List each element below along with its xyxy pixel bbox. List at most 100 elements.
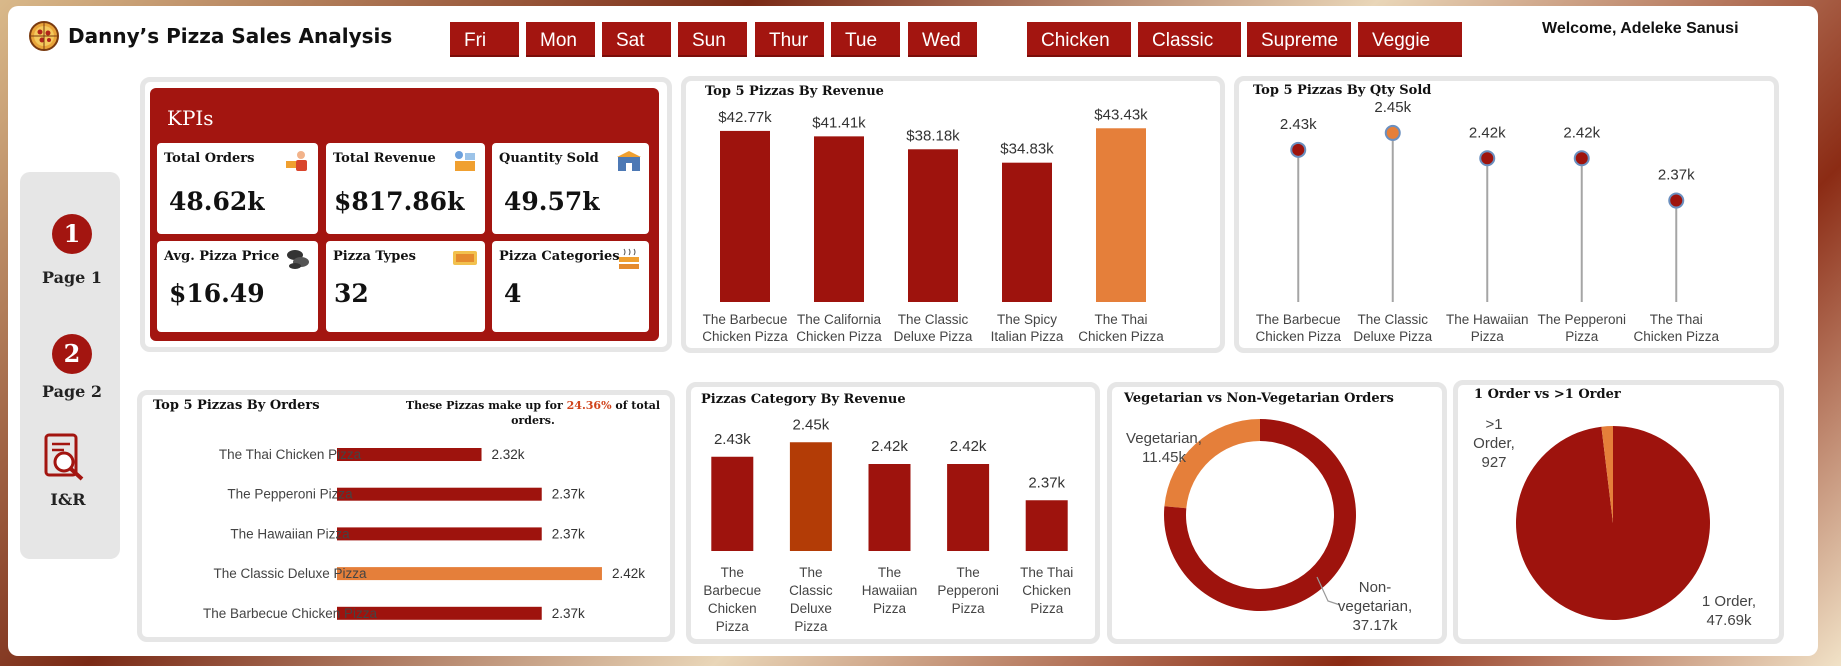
revenue-category-label: The Barbecue Chicken Pizza xyxy=(702,312,788,344)
order-count-pie-chart: >1 Order, 927 1 Order, 47.69k xyxy=(1473,416,1756,629)
revenue-chart-title: Top 5 Pizzas By Revenue xyxy=(705,84,884,99)
revenue-bar xyxy=(720,130,770,302)
orders-category-label: The Barbecue Chicken Pizza xyxy=(203,606,378,621)
veg-label-vegetarian: Vegetarian, 11.45k xyxy=(1126,430,1202,466)
kpi-pizza-types: Pizza Types 32 xyxy=(326,241,485,332)
orders-bar xyxy=(337,527,542,541)
page-title: Danny’s Pizza Sales Analysis xyxy=(68,24,393,48)
orders-category-label: The Classic Deluxe Pizza xyxy=(213,566,367,581)
category-bar xyxy=(789,442,832,551)
qty-data-label: 2.43k xyxy=(1280,116,1317,133)
orders-data-label: 2.37k xyxy=(552,606,585,621)
qty-data-label: 2.45k xyxy=(1374,100,1411,116)
slicer-day-sat[interactable]: Sat xyxy=(602,22,671,57)
kpi-value: 48.62k xyxy=(169,187,265,216)
slicer-category-chicken[interactable]: Chicken xyxy=(1027,22,1131,57)
kpi-label: Quantity Sold xyxy=(499,151,599,166)
revenue-category-label: The Spicy Italian Pizza xyxy=(991,312,1064,344)
category-data-label: 2.43k xyxy=(714,431,751,448)
coins-icon xyxy=(287,250,309,269)
slicer-day-fri[interactable]: Fri xyxy=(450,22,519,57)
kpi-heading: KPIs xyxy=(167,106,214,130)
slicer-day-mon[interactable]: Mon xyxy=(526,22,595,57)
qty-point xyxy=(1573,150,1590,167)
orders-note-prefix: These Pizzas make up for xyxy=(405,399,567,412)
page1-label[interactable]: Page 1 xyxy=(41,268,103,287)
order-label-one: 1 Order, 47.69k xyxy=(1702,593,1756,629)
orders-data-label: 2.37k xyxy=(552,487,585,502)
revenue-bar-chart: $42.77k The Barbecue Chicken Pizza $41.41k T… xyxy=(702,106,1164,344)
orders-data-label: 2.42k xyxy=(612,566,645,581)
veg-label-nonvegetarian: Non-vegetarian, 37.17k xyxy=(1338,579,1412,634)
qty-data-label: 2.42k xyxy=(1563,124,1600,141)
pizza-box-icon xyxy=(453,251,477,265)
qty-lollipop-chart: 2.43k The Barbecue Chicken Pizza 2.45k The C… xyxy=(1255,100,1719,344)
qty-category-label: The Pepperoni Pizza xyxy=(1537,312,1626,344)
orders-horizontal-bar-chart: 2.32k The Thai Chicken Pizza 2.37k The Pepp… xyxy=(203,447,645,621)
orders-data-label: 2.37k xyxy=(552,526,585,541)
delivery-person-icon xyxy=(286,151,307,171)
slicer-category-classic[interactable]: Classic xyxy=(1138,22,1241,57)
category-category-label: The Classic Deluxe Pizza xyxy=(789,565,833,634)
veg-chart-title: Vegetarian vs Non-Vegetarian Orders xyxy=(1124,391,1394,406)
qty-category-label: The Hawaiian Pizza xyxy=(1446,312,1529,344)
orders-note: These Pizzas make up for 24.36% of total… xyxy=(400,398,666,428)
category-data-label: 2.45k xyxy=(793,416,830,433)
veg-donut-chart: Vegetarian, 11.45k Non-vegetarian, 37.17k xyxy=(1126,419,1412,634)
slicer-category-veggie[interactable]: Veggie xyxy=(1358,22,1462,57)
orders-note-suffix: of total xyxy=(611,399,661,412)
revenue-bar xyxy=(1096,128,1146,302)
category-bar-chart: 2.43k The Barbecue Chicken Pizza 2.45k The Clas… xyxy=(703,416,1073,634)
qty-category-label: The Barbecue Chicken Pizza xyxy=(1255,312,1341,344)
qty-point xyxy=(1668,192,1685,209)
qty-point xyxy=(1384,124,1401,141)
page1-button[interactable]: 1 xyxy=(52,214,92,254)
page2-label[interactable]: Page 2 xyxy=(41,382,103,401)
revenue-data-label: $38.18k xyxy=(906,127,960,144)
orders-note-percent: 24.36% xyxy=(566,399,612,412)
orders-category-label: The Hawaiian Pizza xyxy=(230,526,350,541)
orders-chart-title: Top 5 Pizzas By Orders xyxy=(153,398,320,413)
revenue-bar xyxy=(814,136,864,302)
revenue-category-label: The California Chicken Pizza xyxy=(796,312,882,344)
qty-chart-card xyxy=(1234,76,1779,353)
report-search-icon[interactable] xyxy=(40,432,88,482)
revenue-category-label: The Thai Chicken Pizza xyxy=(1078,312,1164,344)
slicer-category-supreme[interactable]: Supreme xyxy=(1247,22,1351,57)
orders-bar xyxy=(337,487,542,501)
revenue-bar xyxy=(908,149,958,302)
qty-category-label: The Thai Chicken Pizza xyxy=(1633,312,1719,344)
slicer-day-tue[interactable]: Tue xyxy=(831,22,900,57)
kpi-label: Total Orders xyxy=(164,151,255,166)
slicer-day-thur[interactable]: Thur xyxy=(755,22,824,57)
qty-point xyxy=(1290,141,1307,158)
slicer-day-sun[interactable]: Sun xyxy=(678,22,747,57)
kpi-total-revenue: Total Revenue $817.86k xyxy=(326,143,485,234)
slicer-day-wed[interactable]: Wed xyxy=(908,22,977,57)
welcome-text: Welcome, Adeleke Sanusi xyxy=(1542,20,1739,37)
kpi-label: Pizza Types xyxy=(333,249,416,264)
order-label-multiple: >1 Order, 927 xyxy=(1473,416,1515,471)
veg-leader-line xyxy=(1316,576,1341,606)
kpi-label: Pizza Categories xyxy=(499,249,620,264)
revenue-category-label: The Classic Deluxe Pizza xyxy=(894,312,973,344)
ir-label[interactable]: I&R xyxy=(50,490,86,509)
kpi-value: 4 xyxy=(504,279,522,308)
qty-data-label: 2.37k xyxy=(1658,167,1695,184)
stacked-boxes-icon xyxy=(619,248,639,269)
kpi-quantity-sold: Quantity Sold 49.57k xyxy=(492,143,649,234)
page2-button[interactable]: 2 xyxy=(52,334,92,374)
category-category-label: The Thai Chicken Pizza xyxy=(1020,565,1073,616)
category-bar xyxy=(868,464,911,551)
kpi-value: 32 xyxy=(334,279,369,308)
revenue-data-label: $34.83k xyxy=(1000,141,1054,158)
orders-note-line2: orders. xyxy=(511,414,555,427)
kpi-pizza-categories: Pizza Categories 4 xyxy=(492,241,649,332)
orders-chart-card xyxy=(137,390,675,642)
orders-bar xyxy=(337,448,482,461)
kpi-value: $817.86k xyxy=(334,187,465,216)
order-slice-multiple xyxy=(1601,426,1613,523)
orders-category-label: The Pepperoni Pizza xyxy=(227,487,353,502)
qty-category-label: The Classic Deluxe Pizza xyxy=(1353,312,1432,344)
revenue-data-label: $41.41k xyxy=(812,114,866,131)
